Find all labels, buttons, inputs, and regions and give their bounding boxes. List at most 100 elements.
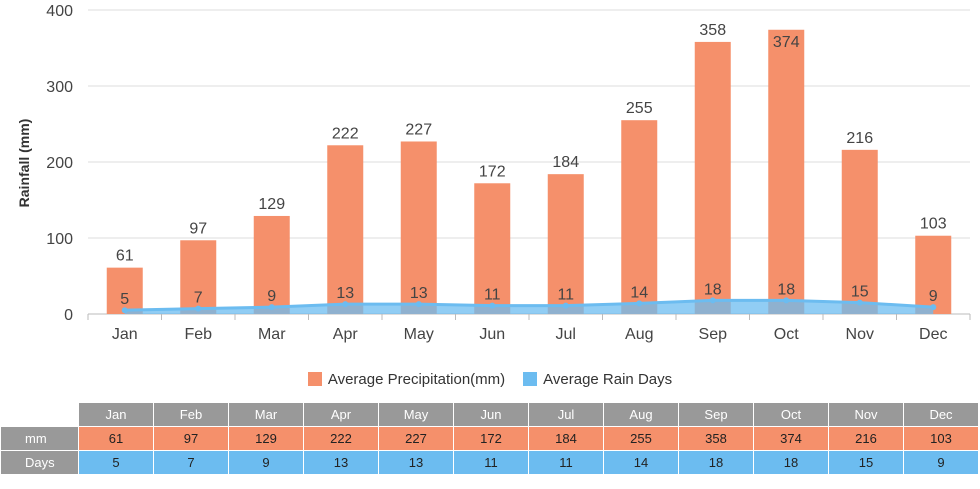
legend-item-precipitation[interactable]: Average Precipitation(mm) — [307, 371, 505, 388]
x-tick-label: Jan — [112, 326, 138, 343]
rain-days-value-label: 15 — [851, 284, 869, 301]
table-cell-mm: 172 — [453, 426, 529, 451]
table-cell-days: 15 — [828, 450, 904, 475]
data-table: Jan Feb Mar Apr May Jun Jul Aug Sep Oct Nov Dec mm … — [0, 402, 979, 475]
y-tick-label: 0 — [64, 307, 73, 324]
bar-oct — [768, 29, 805, 314]
legend-swatch-precipitation — [307, 372, 322, 386]
rain-days-value-label: 11 — [484, 287, 501, 304]
table-corner — [0, 402, 79, 427]
rain-days-value-label: 7 — [194, 290, 203, 307]
rain-days-value-label: 9 — [929, 288, 938, 305]
y-axis-ticks: 0 100 200 300 400 — [46, 3, 73, 324]
table-cell-days: 13 — [303, 450, 379, 475]
bar-value-label: 97 — [189, 220, 207, 237]
bar-jan — [106, 267, 143, 314]
table-cell-mm: 227 — [378, 426, 454, 451]
rain-days-point — [636, 300, 643, 307]
rain-days-point — [930, 304, 937, 311]
legend-swatch-rain-days — [523, 372, 538, 386]
rain-days-point — [562, 302, 569, 309]
x-tick-label: Mar — [258, 326, 286, 343]
table-cell-mm: 255 — [603, 426, 679, 451]
bar-jun — [474, 183, 511, 314]
x-tick-label: Dec — [919, 326, 947, 343]
precipitation-bars — [106, 29, 952, 315]
bar-dec — [915, 235, 952, 314]
rain-days-value-label: 14 — [630, 284, 648, 301]
table-cell-mm: 184 — [528, 426, 604, 451]
table-cell-days: 5 — [78, 450, 154, 475]
table-cell-mm: 61 — [78, 426, 154, 451]
y-tick-label: 300 — [46, 79, 73, 96]
rain-days-area-fill — [124, 300, 934, 314]
legend-label-rain-days: Average Rain Days — [543, 370, 673, 388]
table-row-days: Days 5 7 9 13 13 11 11 14 18 18 15 9 — [0, 450, 979, 475]
table-cell-mm: 358 — [678, 426, 754, 451]
bar-value-label: 172 — [479, 163, 506, 180]
rain-days-value-label: 5 — [120, 291, 129, 308]
rain-days-point — [268, 304, 275, 311]
table-cell-mm: 129 — [228, 426, 304, 451]
x-tick-label: Aug — [625, 326, 653, 343]
table-cell-mm: 374 — [753, 426, 829, 451]
x-tick-label: Jun — [479, 326, 505, 343]
table-cell-days: 18 — [678, 450, 754, 475]
table-cell-days: 7 — [153, 450, 229, 475]
table-header-jun: Jun — [453, 402, 529, 427]
rain-days-labels: 5 7 9 13 13 11 11 14 18 18 15 9 — [120, 281, 938, 308]
table-header-jul: Jul — [528, 402, 604, 427]
legend-item-rain-days[interactable]: Average Rain Days — [523, 371, 672, 388]
precipitation-labels: 61 97 129 222 227 172 184 255 358 374 216 103 — [116, 22, 947, 265]
table-header-nov: Nov — [828, 402, 904, 427]
x-tick-label: May — [404, 326, 434, 343]
x-tick-label: Oct — [774, 326, 799, 343]
y-tick-label: 200 — [46, 155, 73, 172]
rain-days-area — [121, 297, 937, 314]
rain-days-value-label: 13 — [336, 285, 354, 302]
table-cell-days: 11 — [528, 450, 604, 475]
x-axis-ticks: Jan Feb Mar Apr May Jun Jul Aug Sep Oct Nov Dec — [87, 314, 971, 343]
table-cell-mm: 222 — [303, 426, 379, 451]
bar-value-label: 61 — [116, 248, 134, 265]
bar-may — [400, 141, 437, 314]
legend: Average Precipitation(mm) Average Rain D… — [0, 368, 980, 390]
rain-days-value-label: 18 — [777, 281, 795, 298]
table-row-mm: mm 61 97 129 222 227 172 184 255 358 374 216 103 — [0, 426, 979, 451]
rain-days-point — [121, 307, 128, 314]
rain-days-point — [415, 301, 422, 308]
bar-feb — [180, 240, 217, 314]
bar-value-label: 222 — [332, 125, 359, 142]
bar-value-label: 255 — [626, 100, 653, 117]
bar-mar — [253, 215, 290, 314]
table-cell-days: 11 — [453, 450, 529, 475]
y-tick-label: 400 — [46, 3, 73, 20]
bar-aug — [621, 120, 658, 314]
bar-value-label: 227 — [405, 121, 432, 138]
table-header-aug: Aug — [603, 402, 679, 427]
table-header-dec: Dec — [903, 402, 979, 427]
table-cell-days: 9 — [903, 450, 979, 475]
bar-apr — [327, 145, 364, 314]
table-cell-mm: 216 — [828, 426, 904, 451]
bar-value-label: 216 — [846, 130, 873, 147]
rain-days-value-label: 11 — [557, 287, 574, 304]
table-header-may: May — [378, 402, 454, 427]
rain-days-value-label: 18 — [704, 281, 722, 298]
y-tick-label: 100 — [46, 231, 73, 248]
table-cell-days: 18 — [753, 450, 829, 475]
table-header-mar: Mar — [228, 402, 304, 427]
table-cell-days: 9 — [228, 450, 304, 475]
rain-days-value-label: 13 — [410, 285, 428, 302]
x-tick-label: Jul — [556, 326, 576, 343]
table-cell-mm: 97 — [153, 426, 229, 451]
table-header-row: Jan Feb Mar Apr May Jun Jul Aug Sep Oct Nov Dec — [0, 402, 979, 427]
bar-value-label: 184 — [552, 154, 579, 171]
rain-days-point — [342, 301, 349, 308]
bar-jul — [547, 174, 584, 314]
row-label-mm: mm — [0, 426, 79, 451]
table-cell-days: 14 — [603, 450, 679, 475]
rain-days-line — [124, 298, 934, 312]
table-header-apr: Apr — [303, 402, 379, 427]
